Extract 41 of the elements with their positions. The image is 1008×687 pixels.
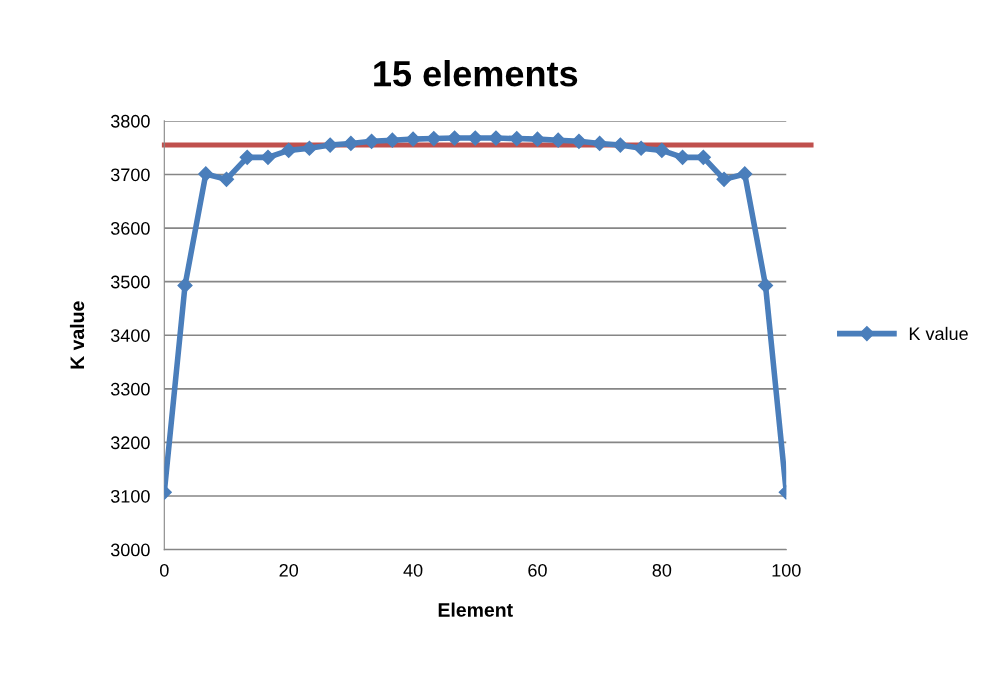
y-tick-label: 3500 xyxy=(110,275,150,289)
legend-label: K value xyxy=(909,326,968,341)
y-tick-label: 3000 xyxy=(110,543,150,557)
point xyxy=(633,140,649,156)
point xyxy=(612,137,628,153)
point xyxy=(260,149,276,165)
point xyxy=(488,130,504,146)
point xyxy=(716,171,732,187)
point xyxy=(322,137,338,153)
y-tick-label: 3300 xyxy=(110,382,150,396)
point xyxy=(281,142,297,158)
x-tick-label: 20 xyxy=(279,563,299,577)
y-tick-label: 3600 xyxy=(110,222,150,235)
x-tick-label: 60 xyxy=(528,563,547,577)
point xyxy=(571,133,587,149)
y-axis-title: K value xyxy=(69,301,85,369)
point xyxy=(550,132,566,148)
x-axis-title: Element xyxy=(438,602,513,617)
x-tick-label: 40 xyxy=(403,563,423,577)
point xyxy=(592,135,608,151)
point xyxy=(177,277,193,293)
point xyxy=(737,166,753,182)
point xyxy=(364,133,380,149)
point xyxy=(654,142,670,158)
y-tick-label: 3800 xyxy=(110,114,150,128)
y-tick-label: 3700 xyxy=(110,168,150,182)
x-tick-label: 100 xyxy=(772,563,801,577)
point xyxy=(757,277,774,293)
chart-title: 15 elements xyxy=(374,60,578,87)
point xyxy=(384,132,400,148)
y-tick-label: 3400 xyxy=(110,329,150,342)
x-tick-label: 0 xyxy=(159,563,169,577)
point xyxy=(467,130,483,146)
point xyxy=(405,131,421,147)
point xyxy=(239,149,255,165)
point xyxy=(343,135,359,151)
y-tick-label: 3200 xyxy=(110,436,150,450)
x-tick-label: 80 xyxy=(652,563,672,577)
y-tick-label: 3100 xyxy=(110,489,150,503)
point xyxy=(198,166,214,182)
point xyxy=(218,171,235,187)
